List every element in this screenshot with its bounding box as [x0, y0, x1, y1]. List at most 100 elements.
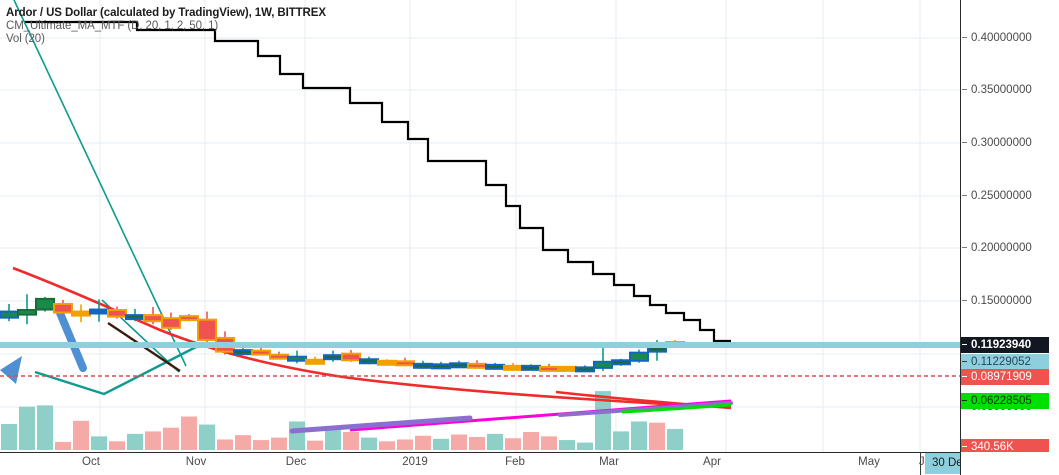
chart-canvas [0, 0, 960, 452]
candlestick [107, 306, 127, 319]
time-tick-label: Apr [703, 456, 721, 468]
badge-value: 0.06228505 [971, 395, 1032, 407]
candlestick [341, 350, 361, 362]
badge-value: 0.11923940 [971, 339, 1032, 351]
volume-bar [397, 439, 413, 450]
chart-plot-area[interactable]: Ardor / US Dollar (calculated by Trading… [0, 0, 960, 452]
volume-bar [217, 439, 233, 450]
teal-v-trendline [34, 345, 197, 396]
time-scale-divider [0, 452, 1059, 453]
candlestick [413, 360, 433, 369]
volume-bar [433, 438, 449, 450]
price-badge-dashed-level: 0.08971909 [961, 369, 1049, 385]
candlestick [323, 350, 343, 362]
price-badge-volume-level: 340.56K [961, 439, 1049, 455]
volume-bar [19, 406, 35, 450]
candlestick [521, 364, 541, 371]
volume-bar [541, 436, 557, 450]
candlestick [17, 294, 37, 325]
volume-bar [613, 431, 629, 450]
time-scale[interactable]: OctNovDec2019FebMarAprMayJu 30 Dec '19 [0, 452, 1059, 475]
candlestick [629, 349, 649, 363]
candlestick [197, 311, 217, 343]
time-tick-label: Oct [82, 456, 100, 468]
volume-bar [199, 424, 215, 450]
volume-bar [415, 435, 431, 450]
candlestick [179, 314, 199, 322]
candlestick [161, 312, 181, 330]
volume-bar [109, 441, 125, 450]
candlestick [431, 361, 451, 370]
candlestick [539, 363, 559, 372]
volume-bar [235, 435, 251, 450]
volume-bar [379, 441, 395, 450]
candlestick [557, 365, 577, 372]
blue-arrow-head [0, 356, 22, 384]
blue-arrow-trend [56, 309, 87, 372]
volume-bar [1, 423, 17, 450]
candlestick [575, 365, 595, 373]
candlestick [395, 357, 415, 367]
green-moving-average [621, 403, 732, 414]
volume-bar [145, 431, 161, 450]
volume-bar [361, 437, 377, 450]
time-tick-label: Nov [185, 456, 207, 468]
volume-bar [631, 421, 647, 450]
volume-bar [37, 405, 53, 450]
volume-bar [487, 433, 503, 450]
badge-tick [962, 446, 967, 448]
volume-bar [253, 440, 269, 450]
purple-trendline-2 [558, 401, 733, 417]
volume-bar [181, 416, 197, 450]
candlestick [503, 362, 523, 371]
volume-bar [577, 442, 593, 450]
candlestick [485, 362, 505, 370]
candlestick [35, 296, 55, 312]
candlestick [305, 356, 325, 365]
candlestick [71, 304, 91, 323]
volume-bar [163, 427, 179, 450]
volume-bar [91, 436, 107, 450]
volume-bar [649, 422, 665, 450]
badge-tick [962, 376, 967, 378]
volume-bar [667, 428, 683, 450]
teal-descending-line [13, 0, 187, 367]
candlestick [53, 299, 73, 315]
crosshair-vline [920, 452, 921, 475]
price-badge-green-ma-level: 0.06228505 [961, 393, 1049, 409]
volume-bar [451, 434, 467, 450]
volume-bar [55, 441, 71, 450]
candlestick [269, 351, 289, 360]
volume-bar [595, 391, 611, 450]
volume-bar [325, 430, 341, 450]
badge-tick [962, 400, 967, 402]
candlestick [0, 303, 19, 322]
volume-bar [469, 436, 485, 450]
badge-value: 0.11229052 [971, 356, 1031, 368]
badge-tick [962, 344, 967, 346]
badge-value: 340.56K [971, 441, 1014, 453]
candlestick [233, 347, 253, 356]
badge-value: 0.08971909 [971, 371, 1032, 383]
price-scale-divider [960, 0, 961, 452]
price-scale[interactable]: 0.40000000 0.35000000 0.30000000 0.25000000… [960, 0, 1059, 455]
time-tick-label: Feb [505, 456, 525, 468]
volume-bar [127, 433, 143, 450]
time-tick-label: Mar [599, 456, 619, 468]
candlestick [449, 360, 469, 369]
scale-corner[interactable] [960, 452, 1059, 475]
volume-bar [505, 438, 521, 450]
candlestick [611, 358, 631, 366]
candlestick [125, 309, 145, 322]
volume-bar [73, 420, 89, 450]
candlestick [467, 360, 487, 369]
volume-bar [559, 440, 575, 450]
price-badge-last-price: 0.11923940 [961, 337, 1049, 353]
volume-bar [289, 421, 305, 450]
volume-bar [343, 432, 359, 450]
volume-bar [307, 440, 323, 450]
grid-lines [0, 0, 960, 452]
time-tick-label: 2019 [402, 456, 428, 468]
candlestick [377, 359, 397, 366]
